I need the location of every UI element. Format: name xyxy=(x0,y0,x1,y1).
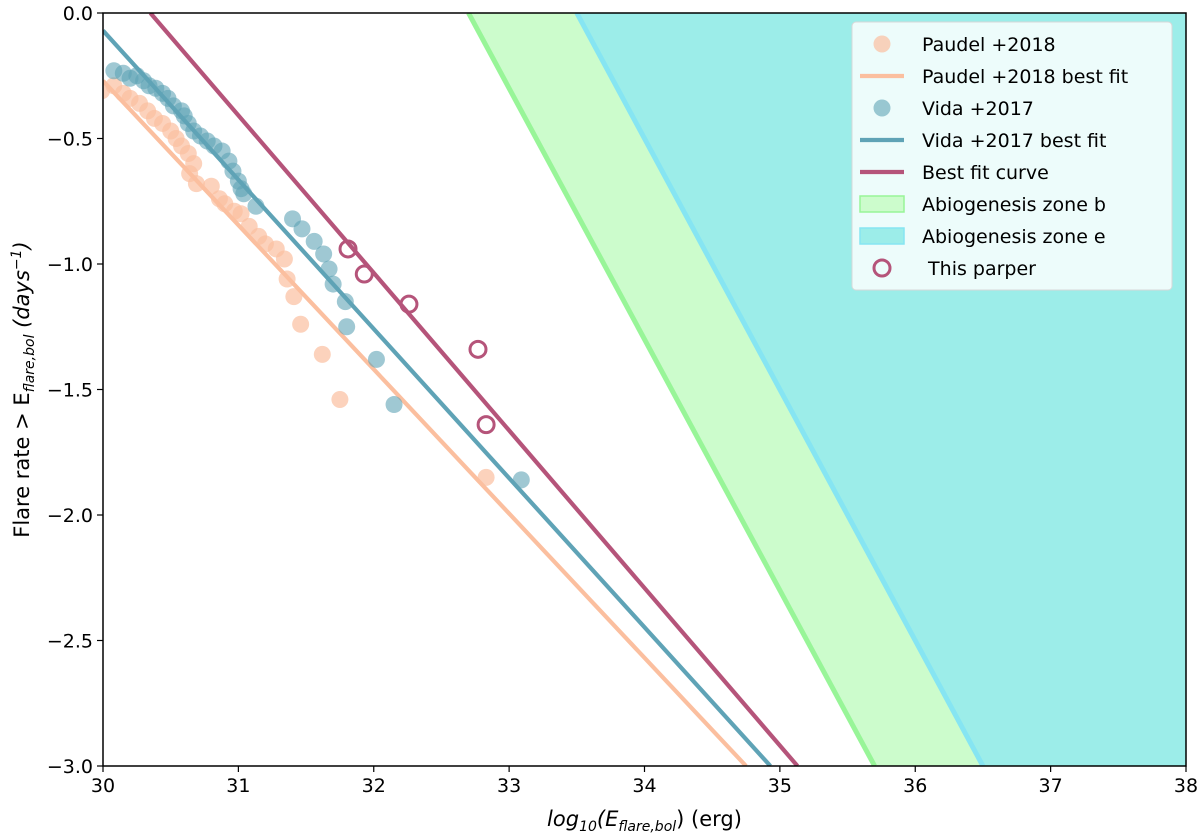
y-tick-label-6: −3.0 xyxy=(47,756,93,778)
legend-this-paper-label: This parper xyxy=(922,258,1036,280)
x-axis-title: log10(Eflare,bol) (erg) xyxy=(547,807,742,835)
y-tick-label-1: −0.5 xyxy=(47,129,93,151)
vida-point-33 xyxy=(385,396,403,414)
y-title-prefix: Flare rate > E xyxy=(10,392,34,537)
x-tick-label-3: 33 xyxy=(497,775,521,797)
paudel-point-15 xyxy=(202,177,220,195)
x-title-esub: flare,bol xyxy=(618,819,676,835)
paudel-point-30 xyxy=(477,468,495,486)
legend-this-paper-marker xyxy=(872,258,892,278)
paudel-point-24 xyxy=(275,250,293,268)
y-title-sup: −1 xyxy=(9,249,25,270)
legend-zone-e-label: Abiogenesis zone e xyxy=(922,226,1106,248)
y-tick-label-0: 0.0 xyxy=(63,3,93,25)
zone-b-band xyxy=(468,13,983,766)
y-tick-label-4: −2.0 xyxy=(47,505,93,527)
vida-point-22 xyxy=(235,185,253,203)
y-tick-label-2: −1.0 xyxy=(47,254,93,276)
x-title-e: (E xyxy=(597,807,619,831)
vida-point-29 xyxy=(324,275,342,293)
x-tick-label-4: 34 xyxy=(632,775,656,797)
x-title-log: log xyxy=(547,807,579,831)
legend-best-fit-label: Best fit curve xyxy=(922,162,1049,184)
legend-zone-b-patch xyxy=(859,195,905,213)
x-tick-label-7: 37 xyxy=(1039,775,1063,797)
y-title-close: ) xyxy=(10,241,34,251)
vida-point-32 xyxy=(367,350,385,368)
y-tick-label-5: −2.5 xyxy=(47,631,93,653)
y-title-esub: flare,bol xyxy=(22,334,38,392)
vida-point-31 xyxy=(338,318,356,336)
axes: 30 31 32 33 34 35 36 37 38 0.0 −0.5 −1.0 −1.5 −2.0 −2.… xyxy=(9,3,1198,835)
x-tick-label-5: 35 xyxy=(768,775,792,797)
paudel-point-29 xyxy=(331,391,349,409)
x-tick-label-0: 30 xyxy=(91,775,115,797)
paudel-point-19 xyxy=(232,205,250,223)
legend-zone-b-label: Abiogenesis zone b xyxy=(922,194,1106,216)
x-title-unit: ) (erg) xyxy=(676,807,742,831)
legend-vida-scatter-label: Vida +2017 xyxy=(922,98,1034,120)
legend-paudel-scatter-marker xyxy=(873,35,891,53)
paudel-fit-line xyxy=(103,79,748,766)
y-axis-title: Flare rate > Eflare,bol (days−1) xyxy=(9,241,38,538)
x-tick-label-8: 38 xyxy=(1174,775,1198,797)
x-tick-label-1: 31 xyxy=(226,775,250,797)
this-paper-point-1 xyxy=(354,264,374,284)
y-title-unit: (days xyxy=(10,270,34,334)
y-tick-label-3: −1.5 xyxy=(47,380,93,402)
paudel-point-25 xyxy=(278,270,296,288)
legend-vida-fit-label: Vida +2017 best fit xyxy=(922,130,1106,152)
x-tick-label-2: 32 xyxy=(362,775,386,797)
vida-point-26 xyxy=(305,232,323,250)
legend-paudel-fit-label: Paudel +2018 best fit xyxy=(922,66,1128,88)
x-tick-label-6: 36 xyxy=(903,775,927,797)
legend: Paudel +2018 Paudel +2018 best fit Vida +2… xyxy=(851,21,1173,291)
vida-point-27 xyxy=(315,245,333,263)
x-title-sub: 10 xyxy=(579,819,597,835)
zone-b-edge xyxy=(466,13,877,766)
zone-e-edge xyxy=(574,13,986,766)
vida-point-23 xyxy=(247,197,265,215)
paudel-point-27 xyxy=(292,315,310,333)
legend-box xyxy=(851,21,1173,291)
vida-point-28 xyxy=(320,260,338,278)
this-paper-point-3 xyxy=(468,339,488,359)
legend-paudel-scatter-label: Paudel +2018 xyxy=(922,34,1056,56)
this-paper-point-2 xyxy=(399,294,419,314)
this-paper-point-0 xyxy=(338,239,358,259)
vida-point-30 xyxy=(336,293,354,311)
paudel-point-14 xyxy=(187,175,205,193)
legend-zone-e-patch xyxy=(859,227,905,245)
legend-vida-scatter-marker xyxy=(873,99,891,117)
this-paper-point-4 xyxy=(476,415,496,435)
vida-point-34 xyxy=(512,471,530,489)
vida-point-25 xyxy=(293,220,311,238)
best-fit-line xyxy=(148,13,800,766)
paudel-point-26 xyxy=(285,288,303,306)
paudel-point-28 xyxy=(313,345,331,363)
